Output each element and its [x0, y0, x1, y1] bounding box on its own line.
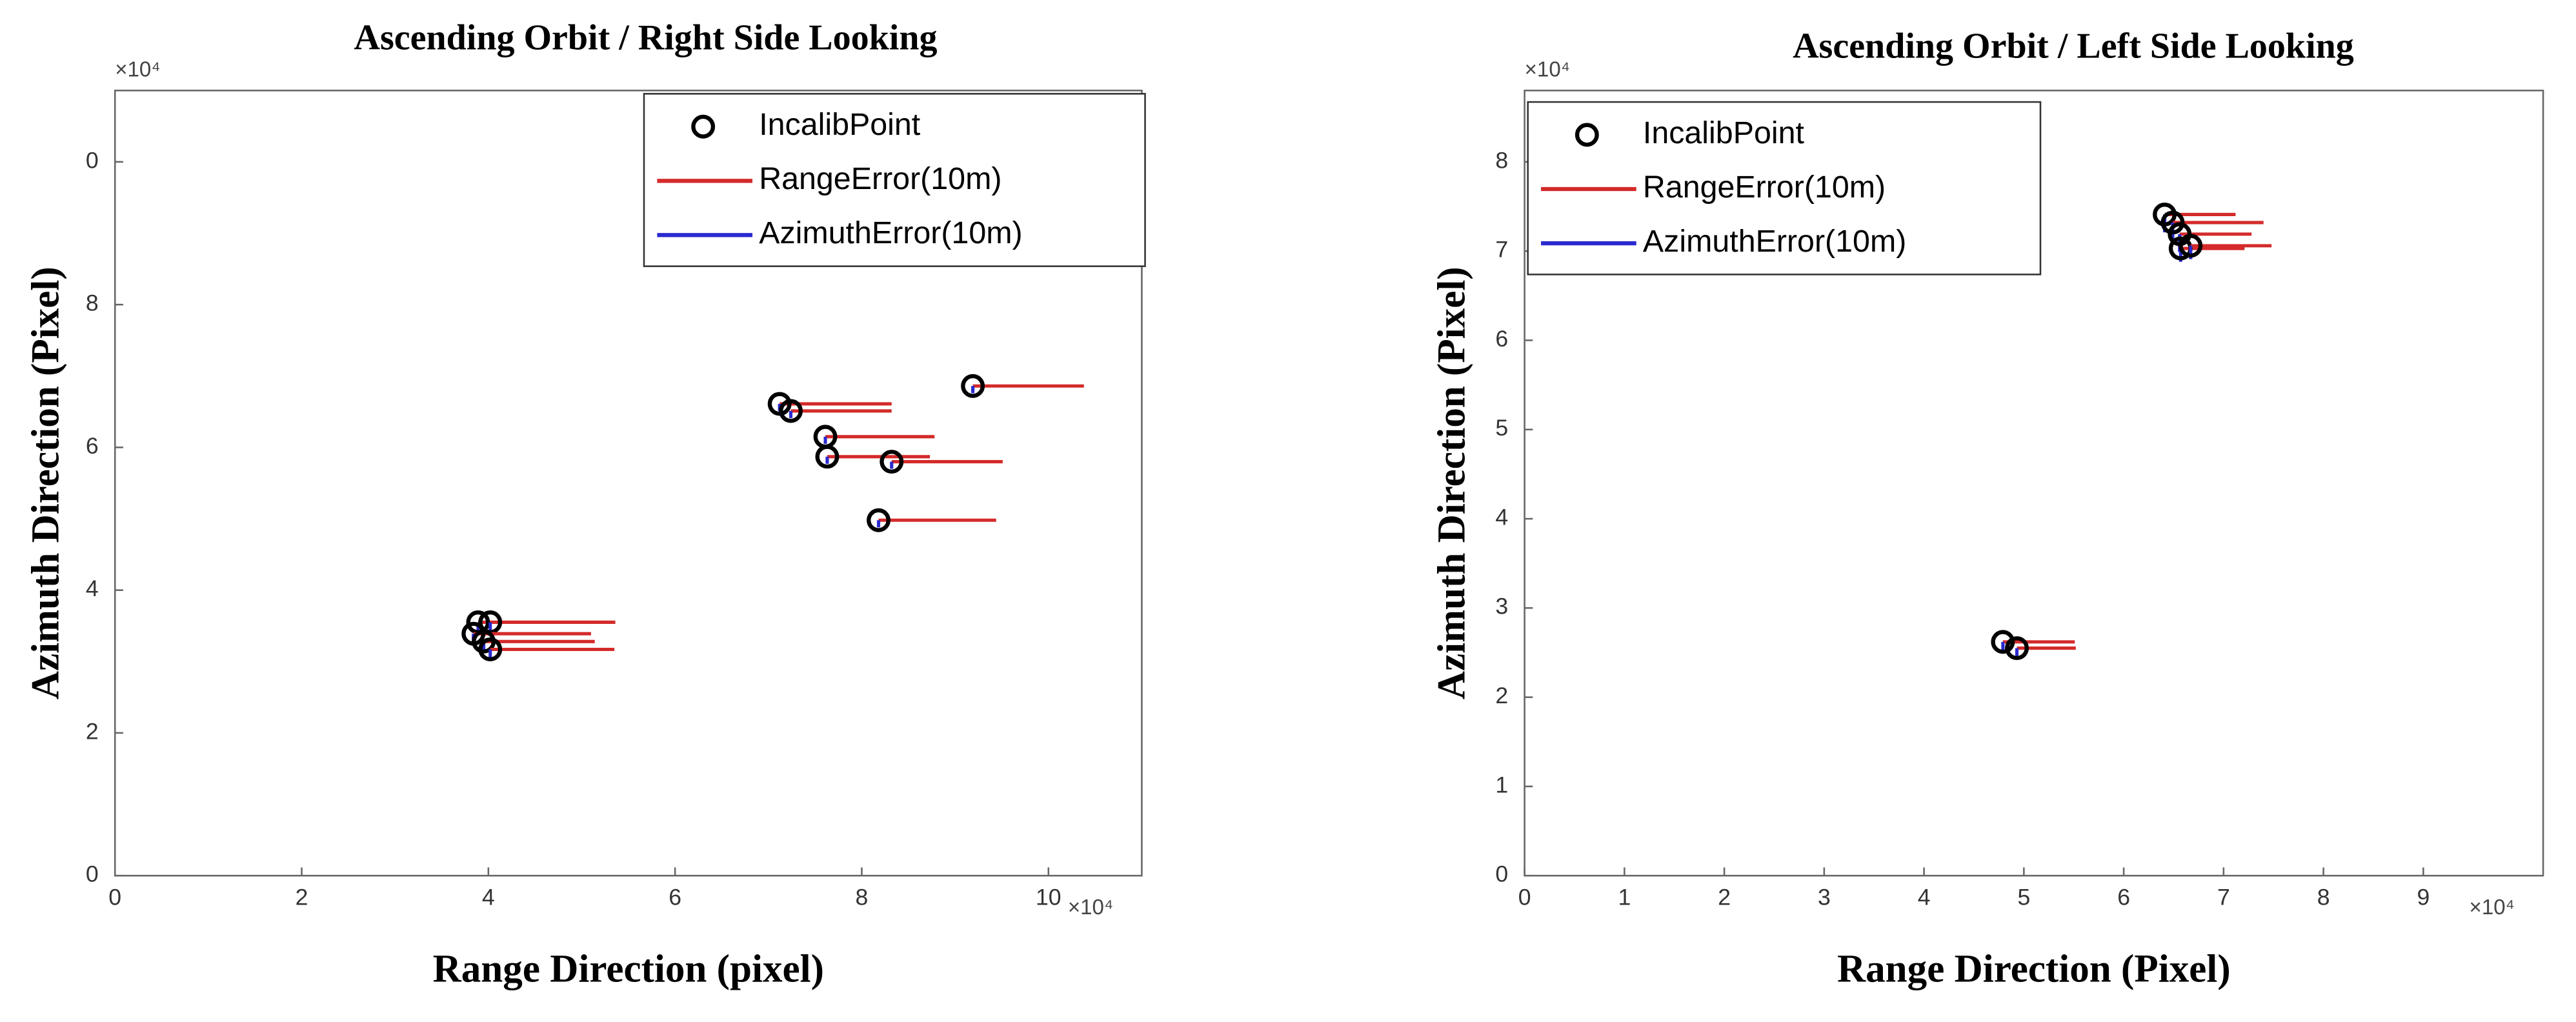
- y-tick-label: 0: [1495, 861, 1508, 887]
- point: [1991, 630, 2015, 654]
- x-tick-label: 5: [2017, 884, 2030, 910]
- y-axis-label: Azimuth Direction (Pixel): [1431, 266, 1474, 699]
- x-axis-label: Range Direction (pixel): [433, 947, 824, 990]
- legend-label: RangeError(10m): [759, 161, 1001, 196]
- x-tick-label: 9: [2417, 884, 2430, 910]
- x-multiplier: ×10⁴: [1068, 896, 1113, 919]
- x-tick-label: 2: [1718, 884, 1731, 910]
- y-tick-label: 3: [1495, 594, 1508, 619]
- y-multiplier: ×10⁴: [1525, 57, 1570, 81]
- point: [815, 445, 840, 469]
- x-tick-label: 6: [2117, 884, 2130, 910]
- x-tick-label: 0: [108, 884, 121, 910]
- y-tick-label: 4: [1495, 504, 1508, 530]
- legend-marker: [691, 114, 716, 139]
- legend: IncalibPoint RangeError(10m) AzimuthError(…: [1527, 101, 2042, 276]
- y-tick-label: 4: [86, 576, 99, 601]
- y-tick-label: 6: [1495, 326, 1508, 352]
- legend-label: IncalibPoint: [1643, 115, 1805, 150]
- x-tick-label: 0: [1518, 884, 1531, 910]
- x-tick-label: 6: [669, 884, 681, 910]
- x-tick-label: 2: [296, 884, 308, 910]
- point: [2160, 210, 2185, 235]
- point: [880, 450, 904, 474]
- point: [478, 637, 503, 661]
- legend-label: RangeError(10m): [1643, 170, 1886, 205]
- legend-label: AzimuthError(10m): [759, 215, 1022, 250]
- x-tick-label: 8: [856, 884, 869, 910]
- x-tick-label: 4: [1918, 884, 1931, 910]
- x-axis-label: Range Direction (Pixel): [1837, 947, 2231, 990]
- point: [779, 399, 803, 423]
- x-tick-label: 8: [2317, 884, 2330, 910]
- y-tick-label: 2: [1495, 683, 1508, 708]
- y-axis-label: Azimuth Direction (Pixel): [24, 266, 67, 699]
- point: [2179, 234, 2203, 258]
- y-multiplier: ×10⁴: [115, 57, 160, 81]
- x-multiplier: ×10⁴: [2470, 896, 2515, 919]
- legend: IncalibPoint RangeError(10m) AzimuthError(…: [643, 93, 1146, 267]
- y-tick-label: 2: [86, 718, 99, 744]
- point: [961, 374, 985, 398]
- y-tick-label: 5: [1495, 415, 1508, 441]
- legend-marker: [1575, 123, 1599, 147]
- x-tick-label: 3: [1818, 884, 1831, 910]
- x-tick-label: 7: [2217, 884, 2230, 910]
- point: [867, 508, 891, 532]
- chart-title: Ascending Orbit / Left Side Looking: [1793, 26, 2354, 66]
- chart-title: Ascending Orbit / Right Side Looking: [354, 18, 938, 58]
- legend-label: IncalibPoint: [759, 107, 921, 142]
- y-tick-label: 8: [1495, 147, 1508, 173]
- y-tick-label: 0: [86, 147, 99, 173]
- y-tick-label: 8: [86, 290, 99, 316]
- x-tick-label: 1: [1618, 884, 1631, 910]
- y-tick-label: 6: [86, 433, 99, 459]
- x-tick-label: 10: [1036, 884, 1062, 910]
- point: [2005, 636, 2029, 661]
- legend-label: AzimuthError(10m): [1643, 224, 1906, 259]
- y-tick-label: 7: [1495, 237, 1508, 263]
- y-tick-label: 0: [86, 861, 99, 887]
- x-tick-label: 4: [482, 884, 495, 910]
- y-tick-label: 1: [1495, 772, 1508, 797]
